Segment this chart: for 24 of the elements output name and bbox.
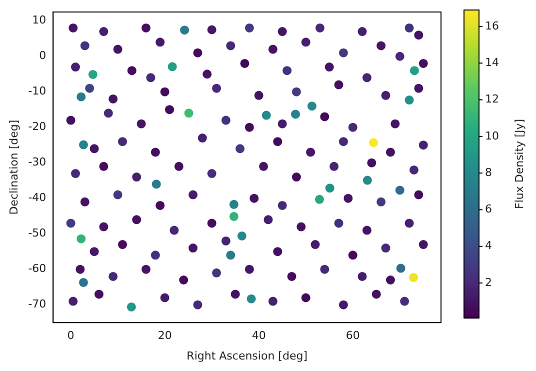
- color-bar-label: 12: [485, 92, 499, 106]
- y-tick-label: 0: [39, 49, 46, 62]
- y-tick-label: -20: [28, 120, 46, 134]
- color-bar-label: 4: [485, 239, 492, 252]
- x-tick-label: 40: [252, 329, 266, 342]
- x-axis-title: Right Ascension [deg]: [186, 349, 308, 362]
- y-tick-label: 10: [32, 14, 46, 27]
- color-bar-title: Flux Density [Jy]: [512, 118, 526, 210]
- y-tick-label: -50: [28, 226, 46, 240]
- y-axis-title: Declination [deg]: [7, 120, 20, 215]
- color-bar-label: 10: [485, 129, 499, 142]
- color-bar-label: 2: [485, 276, 492, 289]
- y-tick-label: -30: [28, 156, 46, 169]
- y-tick-label: -10: [28, 84, 46, 98]
- color-bar-label: 8: [485, 166, 492, 179]
- x-tick-label: 20: [158, 329, 172, 342]
- y-tick-label: -60: [28, 262, 46, 276]
- y-tick-label: -40: [28, 191, 46, 204]
- color-bar-label: 14: [485, 56, 499, 69]
- color-bar-label: 6: [485, 202, 492, 216]
- x-tick-label: 0: [67, 329, 74, 342]
- y-tick-label: -70: [28, 298, 46, 311]
- x-tick-label: 60: [346, 329, 360, 342]
- color-bar-label: 16: [485, 19, 499, 32]
